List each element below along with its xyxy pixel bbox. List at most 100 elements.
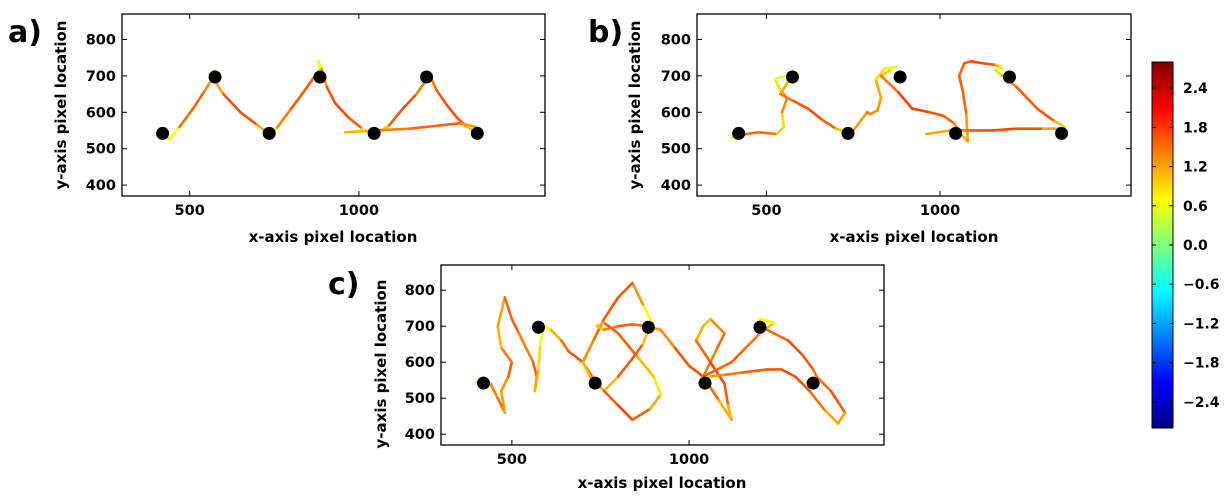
- trajectory-segment: [178, 107, 195, 129]
- trajectory-segment: [316, 60, 323, 70]
- trajectory-segment: [430, 78, 439, 92]
- trajectory-segment: [442, 121, 462, 127]
- trajectory-segment: [808, 389, 826, 411]
- panel-a: a) y-axis pixel location x-axis pixel lo…: [8, 13, 546, 246]
- x-tick-label: 1000: [339, 203, 379, 219]
- trajectory-segment: [499, 375, 510, 393]
- target-point: [208, 70, 222, 84]
- trajectory-segment: [980, 61, 997, 67]
- trajectory-segment: [616, 404, 634, 422]
- trajectory-segment: [276, 107, 293, 129]
- target-point: [732, 126, 746, 140]
- trajectory-segment: [1053, 120, 1067, 129]
- trajectory-segment: [510, 317, 521, 335]
- trajectory-segment: [961, 89, 968, 114]
- trajectory-segment: [168, 125, 181, 141]
- y-axis-label-b: y-axis pixel location: [626, 21, 644, 190]
- x-tick-label: 1000: [920, 203, 960, 219]
- trajectory-segment: [779, 92, 796, 103]
- trajectory-segment: [775, 125, 786, 136]
- y-axis-label-c: y-axis pixel location: [372, 280, 390, 449]
- trajectory-segment: [435, 89, 449, 107]
- trajectory-segment: [751, 368, 769, 373]
- y-tick-label: 400: [405, 427, 435, 443]
- trajectory-segment: [794, 375, 811, 393]
- target-point: [1002, 70, 1016, 84]
- trajectory-segment: [969, 60, 984, 65]
- trajectory-segment: [806, 107, 824, 121]
- target-point: [262, 126, 276, 140]
- trajectory-segment: [388, 107, 405, 127]
- colorbar-tick-label: −1.8: [1183, 356, 1220, 372]
- trajectory-segment: [888, 65, 898, 72]
- axes-frame: [440, 264, 885, 446]
- trajectory-segment: [517, 332, 528, 350]
- trajectory-segment: [787, 339, 804, 357]
- trajectory-segment: [744, 131, 761, 136]
- trajectory-segment: [673, 346, 691, 368]
- trajectory-segment: [874, 67, 886, 81]
- trajectory-segment: [723, 371, 740, 377]
- target-point: [893, 70, 907, 84]
- trajectory-segment: [758, 317, 776, 324]
- colorbar-tick-label: 0.0: [1183, 238, 1208, 254]
- trajectory-segment: [222, 92, 242, 114]
- trajectory-segment: [709, 317, 726, 335]
- trajectory-segment: [792, 100, 810, 110]
- trajectory-segment: [507, 360, 514, 378]
- trajectory-segment: [910, 107, 931, 114]
- y-tick-label: 700: [405, 319, 435, 335]
- target-point: [785, 70, 799, 84]
- trajectory-segment: [496, 296, 507, 328]
- trajectory-segment: [730, 346, 748, 364]
- trajectory-segment: [709, 360, 726, 386]
- trajectory-segment: [652, 375, 663, 396]
- trajectory-segment: [836, 400, 847, 414]
- trajectory-segment: [990, 127, 1018, 132]
- trajectory-segment: [631, 281, 645, 306]
- trajectory-segment: [648, 393, 663, 411]
- trajectory-segment: [779, 368, 797, 378]
- trajectory-segment: [616, 281, 634, 299]
- trajectory-segment: [765, 328, 790, 342]
- colorbar-tick-label: −1.2: [1183, 316, 1220, 332]
- trajectory-segment: [815, 375, 833, 393]
- trajectory-segment: [631, 407, 652, 422]
- trajectory-segment: [289, 89, 307, 110]
- trajectory-segment: [325, 85, 337, 105]
- y-tick-label: 500: [661, 142, 691, 158]
- panel-label-a: a): [8, 15, 42, 50]
- panel-label-b: b): [588, 15, 623, 50]
- panel-label-c: c): [328, 267, 360, 302]
- trajectory-segment: [531, 360, 538, 378]
- trajectory-segment: [542, 324, 553, 332]
- trajectory-segment: [701, 317, 712, 328]
- colorbar-tick-label: 1.2: [1183, 160, 1208, 176]
- trajectory-segment: [811, 368, 818, 378]
- x-tick-label: 1000: [669, 452, 709, 468]
- x-tick-label: 500: [175, 203, 205, 219]
- colorbar-tick-label: 2.4: [1183, 81, 1208, 97]
- target-point: [806, 376, 820, 390]
- target-point: [753, 320, 767, 334]
- plot-area-b: 500 1000 400 500 600 700 800: [661, 13, 1132, 219]
- trajectory-segment: [737, 369, 755, 375]
- trajectory-segment: [709, 373, 726, 378]
- trajectory-segment: [942, 114, 956, 125]
- trajectory-segment: [744, 332, 762, 350]
- colorbar: 2.4 1.8 1.2 0.6 0.0 −0.6 −1.2 −1.8 −2.4: [1151, 61, 1220, 429]
- plot-area-c: 500 1000 400 500 600 700 800: [405, 264, 885, 468]
- trajectory-segment: [602, 296, 620, 321]
- trajectory-segment: [496, 324, 503, 350]
- trajectory-segment: [374, 127, 411, 132]
- trajectory-segment: [773, 78, 782, 92]
- trajectory-segment: [801, 353, 815, 371]
- trajectory-segment: [829, 389, 840, 404]
- trajectory-segment: [869, 109, 879, 116]
- trajectory-segment: [191, 89, 207, 110]
- trajectory-segment: [957, 61, 966, 78]
- colorbar-tick-label: −2.4: [1183, 395, 1220, 411]
- panel-c: c) y-axis pixel location x-axis pixel lo…: [328, 264, 885, 492]
- trajectory-segment: [616, 332, 638, 357]
